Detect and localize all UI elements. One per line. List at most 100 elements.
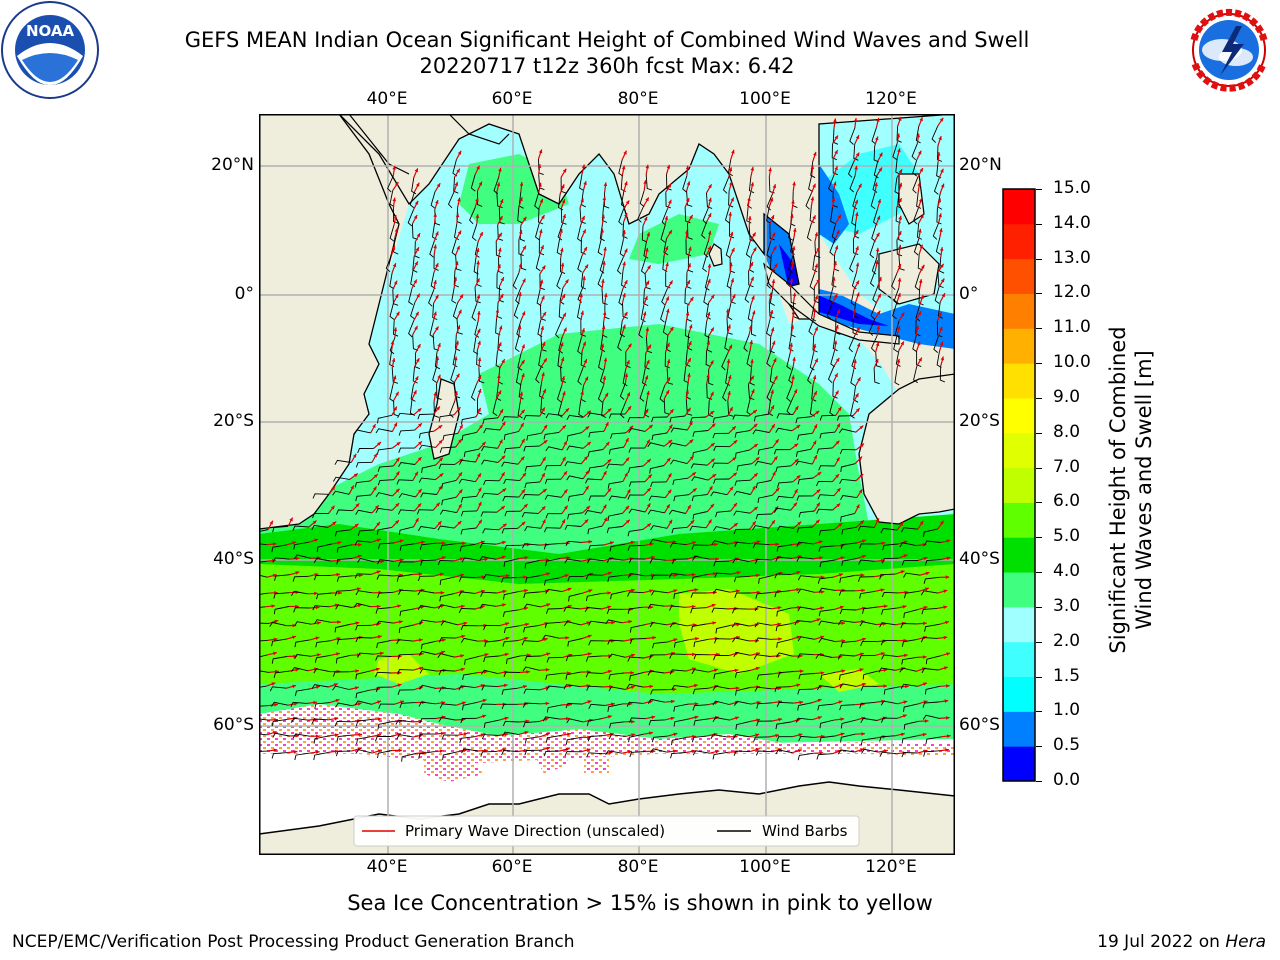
wind-barb [461,431,477,441]
wave-direction-arrowhead [625,457,630,462]
wave-direction-arrowhead [584,264,589,269]
wave-direction-arrowhead [459,458,464,463]
wave-direction-arrowhead [376,538,381,542]
wind-barb [755,480,772,489]
wave-direction-arrowhead [395,520,399,524]
colorbar-tick-mark [1036,676,1042,678]
wind-barb [774,573,791,579]
footer-date: 19 Jul 2022 on Hera [1097,932,1266,952]
wind-barb [838,620,855,626]
wind-barb [619,239,625,257]
wave-direction-arrowhead [602,261,606,265]
colorbar-tick-label: 3.0 [1053,595,1081,616]
wind-barb [620,190,626,208]
wind-barb [294,752,310,761]
wave-direction-arrowhead [628,620,632,624]
noaa-logo: NOAA [1,1,99,99]
wave-direction-arrowhead [860,573,865,577]
wind-barb [922,714,940,720]
wave-direction-arrowhead [855,262,860,267]
wind-barb [668,442,686,448]
wave-direction-arrowhead [925,587,929,591]
wave-direction-arrowhead [943,666,948,670]
wave-direction-arrowhead [583,246,587,251]
wind-barb [939,366,946,383]
wind-barb [399,702,416,709]
wind-barb [817,703,833,711]
wave-direction-arrowhead [812,343,817,348]
wind-barb [560,257,566,275]
wave-direction-arrowhead [542,311,546,316]
wave-direction-arrowhead [496,182,501,187]
wave-direction-arrowhead [943,605,948,609]
wave-direction-arrowhead [455,261,459,266]
wave-direction-arrowhead [517,325,522,329]
wave-direction-arrowhead [686,280,690,285]
wave-direction-arrowhead [272,573,277,578]
wind-barb [557,400,563,418]
wind-barb [335,750,352,757]
wave-direction-arrowhead [854,230,859,235]
wind-barb [670,427,688,433]
wave-direction-arrowhead [541,372,545,377]
wind-barb [732,734,750,740]
wave-direction-arrowhead [627,489,631,494]
wave-direction-arrowhead [799,669,804,673]
chart-subtitle: 20220717 t12z 360h fcst Max: 6.42 [419,54,795,78]
wind-barb [649,465,665,474]
wave-direction-arrowhead [836,423,840,428]
wind-barb [875,351,882,368]
wave-direction-arrowhead [543,424,548,429]
wind-barb [290,701,308,707]
wind-barb [816,480,833,487]
wind-barb [713,526,730,532]
wave-direction-arrowhead [501,359,505,364]
wave-direction-arrowhead [295,733,300,738]
wave-direction-arrowhead [940,168,944,173]
wind-barb [651,735,668,743]
wind-barb [585,672,603,678]
wave-direction-arrowhead [649,684,654,689]
wave-direction-arrowhead [501,472,505,477]
wave-direction-arrowhead [710,360,714,365]
wave-direction-arrowhead [837,406,842,411]
wave-direction-arrowhead [646,503,651,508]
wave-direction-arrowhead [271,682,276,686]
wave-direction-arrowhead [668,199,672,204]
wind-barb [414,352,421,370]
wind-barb [901,735,917,744]
wave-direction-arrowhead [622,293,626,297]
wind-barb [690,592,707,598]
wave-direction-arrowhead [687,373,691,377]
wind-barb [795,460,813,466]
wind-barb [313,558,331,564]
wave-direction-arrowhead [522,216,527,221]
wind-barb [440,620,458,626]
wave-direction-arrowhead [417,344,421,348]
wave-direction-arrowhead [666,342,670,347]
wave-direction-arrowhead [692,472,696,476]
wave-direction-arrowhead [499,439,503,444]
wind-barb [377,479,394,486]
wave-direction-arrowhead [561,519,565,524]
wave-direction-arrowhead [439,572,444,577]
wave-direction-arrowhead [917,311,921,316]
wave-direction-arrowhead [794,459,799,463]
wind-barb [334,624,350,633]
wave-direction-arrowhead [524,556,529,560]
wave-direction-arrowhead [734,668,739,673]
wind-barb [746,349,752,367]
wind-barb [399,543,416,551]
wave-direction-arrowhead [715,750,720,754]
wind-barb [691,544,708,550]
wind-barb [543,750,560,757]
wave-direction-arrowhead [862,554,867,559]
wave-direction-arrowhead [733,523,738,527]
wave-direction-arrowhead [710,503,714,508]
wind-barb [766,271,773,289]
wind-barb [878,667,896,673]
wave-direction-arrowhead [833,118,837,123]
wind-barb [837,749,855,755]
wave-direction-arrowhead [820,635,824,640]
wave-direction-arrowhead [609,541,614,545]
